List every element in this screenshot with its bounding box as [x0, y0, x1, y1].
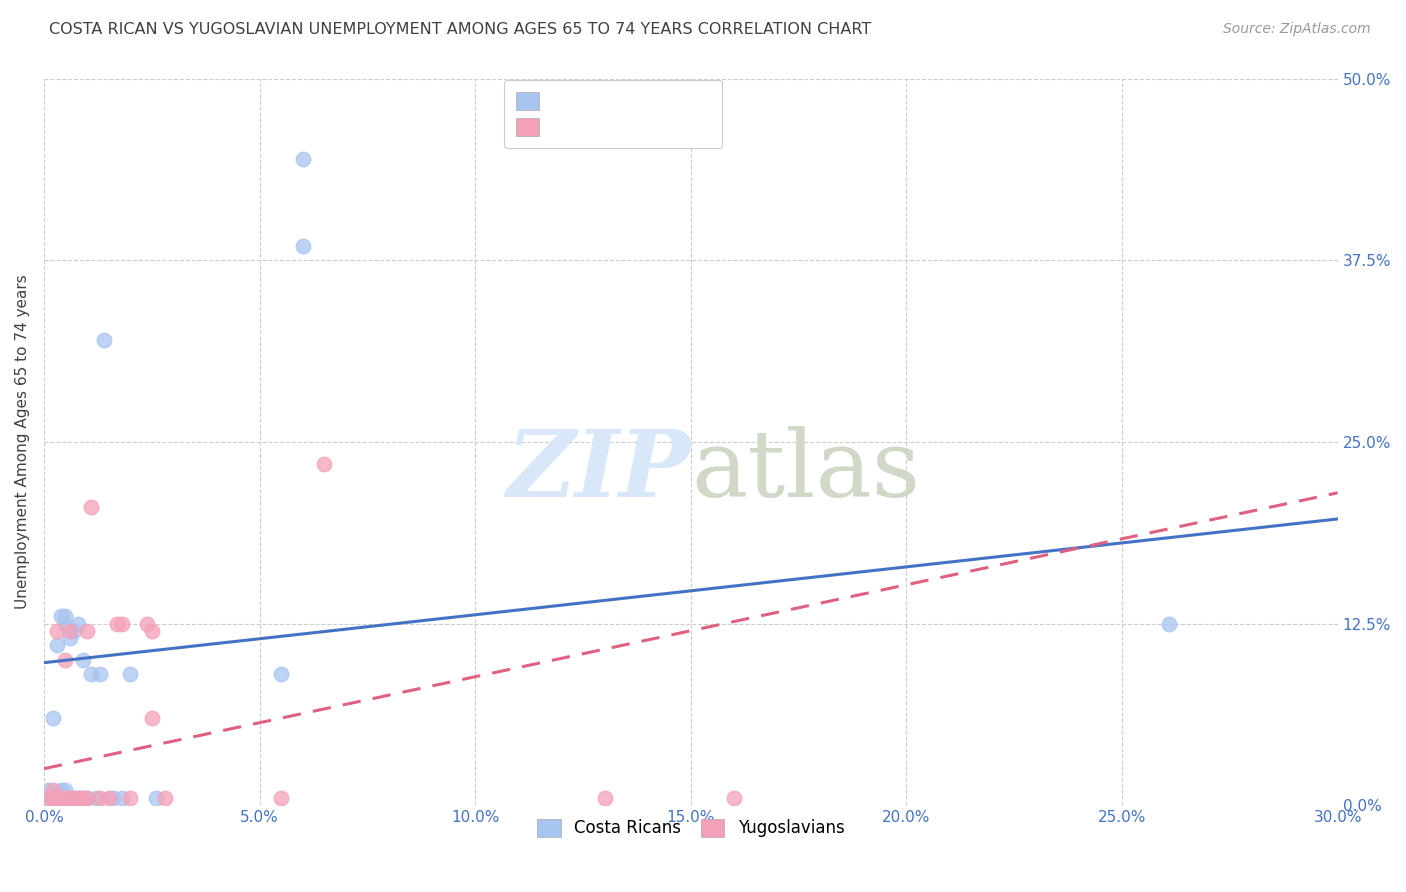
Point — [45, 790, 67, 805]
Point — [314, 457, 336, 471]
Point — [63, 624, 86, 638]
Point — [55, 653, 77, 667]
Text: R =: R = — [503, 133, 538, 151]
Text: 0.139: 0.139 — [558, 104, 610, 122]
Point — [76, 624, 98, 638]
Point — [72, 790, 94, 805]
Point — [101, 790, 124, 805]
Text: N =: N = — [638, 133, 676, 151]
Point — [41, 711, 63, 725]
Point — [59, 790, 82, 805]
Point — [55, 609, 77, 624]
Point — [120, 667, 142, 681]
Text: 29: 29 — [690, 133, 714, 151]
Point — [55, 783, 77, 797]
Point — [291, 152, 314, 166]
Legend: Costa Ricans, Yugoslavians: Costa Ricans, Yugoslavians — [530, 812, 851, 844]
Point — [59, 624, 82, 638]
Point — [141, 624, 163, 638]
Point — [37, 790, 59, 805]
Point — [67, 790, 90, 805]
Text: N =: N = — [638, 104, 676, 122]
Y-axis label: Unemployment Among Ages 65 to 74 years: Unemployment Among Ages 65 to 74 years — [15, 275, 30, 609]
Point — [41, 790, 63, 805]
Point — [141, 711, 163, 725]
Point — [59, 631, 82, 645]
Point — [105, 616, 128, 631]
Text: ZIP: ZIP — [506, 426, 690, 516]
Point — [63, 790, 86, 805]
Point — [55, 790, 77, 805]
Point — [89, 790, 111, 805]
Point — [41, 786, 63, 800]
Point — [45, 790, 67, 805]
Point — [76, 790, 98, 805]
Point — [37, 790, 59, 805]
Point — [145, 790, 167, 805]
Point — [97, 790, 120, 805]
Point — [45, 624, 67, 638]
Text: 0.392: 0.392 — [558, 133, 610, 151]
Point — [55, 616, 77, 631]
Text: atlas: atlas — [690, 426, 920, 516]
Point — [110, 616, 132, 631]
Point — [55, 790, 77, 805]
Point — [72, 653, 94, 667]
Point — [1159, 616, 1181, 631]
Point — [63, 790, 86, 805]
Point — [110, 790, 132, 805]
Point — [89, 667, 111, 681]
Point — [76, 790, 98, 805]
Point — [41, 783, 63, 797]
Point — [84, 790, 107, 805]
Point — [49, 609, 72, 624]
Point — [723, 790, 745, 805]
Point — [49, 783, 72, 797]
Text: 36: 36 — [690, 104, 714, 122]
Point — [270, 667, 292, 681]
Point — [291, 239, 314, 253]
Point — [67, 790, 90, 805]
Text: COSTA RICAN VS YUGOSLAVIAN UNEMPLOYMENT AMONG AGES 65 TO 74 YEARS CORRELATION CH: COSTA RICAN VS YUGOSLAVIAN UNEMPLOYMENT … — [49, 22, 872, 37]
Point — [80, 667, 103, 681]
Point — [45, 638, 67, 652]
Point — [49, 790, 72, 805]
Point — [49, 790, 72, 805]
Point — [67, 616, 90, 631]
Point — [153, 790, 176, 805]
Point — [72, 790, 94, 805]
Point — [136, 616, 159, 631]
Point — [41, 790, 63, 805]
Text: Source: ZipAtlas.com: Source: ZipAtlas.com — [1223, 22, 1371, 37]
Point — [45, 786, 67, 800]
Point — [93, 334, 115, 348]
Point — [593, 790, 616, 805]
Point — [270, 790, 292, 805]
Point — [59, 790, 82, 805]
Point — [37, 783, 59, 797]
Text: R =: R = — [503, 104, 538, 122]
Point — [80, 500, 103, 515]
Point — [120, 790, 142, 805]
